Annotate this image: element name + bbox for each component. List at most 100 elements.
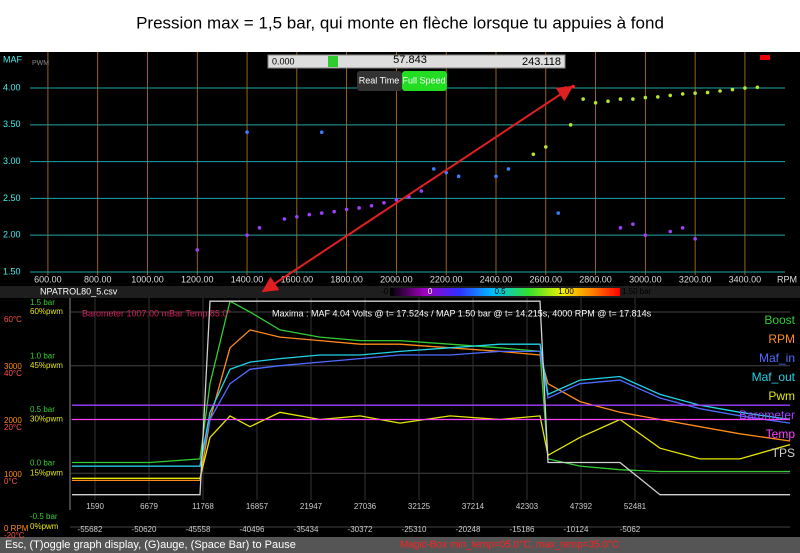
scatter-point	[357, 206, 361, 210]
scatter-point	[456, 174, 461, 179]
scatter-point	[693, 91, 697, 95]
y-tick-label: 0%pwm	[30, 522, 59, 531]
scatter-point	[730, 87, 735, 92]
x-tick-label: 1000.00	[131, 274, 164, 284]
x2-tick-label: -45558	[186, 525, 211, 534]
temp-label: 60°C	[4, 315, 22, 324]
boost-label: -0.5 bar	[30, 512, 58, 521]
temp-label: 40°C	[4, 369, 22, 378]
scatter-point	[195, 248, 200, 252]
y-tick-label: 60%pwm	[30, 307, 63, 316]
real-time-label: Real Time	[359, 75, 400, 85]
rpm-label: 3000	[4, 362, 22, 371]
boost-label: 1.0 bar	[30, 352, 55, 361]
slider-value: 57.843	[393, 54, 427, 66]
scatter-point	[506, 167, 511, 171]
y-axis-label: MAF	[3, 54, 23, 64]
x2-tick-label: -30372	[348, 525, 373, 534]
slider-min: 0.000	[272, 56, 295, 66]
legend-entry: Maf_in	[759, 351, 795, 365]
scatter-point	[319, 130, 324, 134]
x-tick-label: 1590	[86, 502, 104, 511]
x-tick-label: 27036	[354, 502, 377, 511]
annotation-arrow	[261, 85, 574, 293]
scale-label: 1.50 bar	[622, 287, 652, 296]
scatter-point	[568, 123, 573, 127]
scatter-point	[668, 93, 673, 98]
boost-label: 1.5 bar	[30, 298, 55, 307]
x-tick-label: 37214	[462, 502, 485, 511]
scatter-point	[743, 86, 747, 90]
x-tick-label: 3000.00	[629, 274, 662, 284]
x-tick-label: 42303	[516, 502, 539, 511]
scatter-point	[245, 233, 249, 237]
temp-label: -20°C	[4, 531, 25, 540]
x-tick-label: 47392	[570, 502, 593, 511]
scatter-point	[618, 97, 623, 101]
x-tick-label: 32125	[408, 502, 431, 511]
boost-label: 0.0 bar	[30, 459, 55, 468]
y-tick-label: 1.50	[3, 266, 21, 276]
temp-label: 0°C	[4, 477, 18, 486]
y-tick-label: 30%pwm	[30, 415, 63, 424]
scatter-point	[705, 90, 710, 95]
scatter-point	[693, 237, 697, 241]
x2-tick-label: -55682	[78, 525, 103, 534]
x2-tick-label: -25310	[402, 525, 427, 534]
x2-tick-label: -5062	[620, 525, 641, 534]
scatter-point	[307, 212, 312, 217]
x-tick-label: 600.00	[34, 274, 62, 284]
x-tick-label: 21947	[300, 502, 323, 511]
scatter-point	[618, 226, 623, 230]
x2-tick-label: -15186	[510, 525, 535, 534]
x-tick-label: 16857	[246, 502, 269, 511]
legend-entry: Boost	[764, 313, 795, 327]
scatter-point	[655, 95, 660, 99]
temp-label: 20°C	[4, 423, 22, 432]
record-indicator	[760, 55, 770, 60]
legend-entry: Barometer	[739, 408, 795, 422]
x-tick-label: 52481	[624, 502, 647, 511]
x-tick-label: 2200.00	[430, 274, 463, 284]
series-line	[72, 350, 791, 467]
time-plot: 0%pwm 15%pwm 30%pwm 45%pwm 60%pwm 1590 6679 117…	[4, 298, 796, 540]
scatter-point	[369, 203, 374, 208]
scatter-point	[531, 152, 536, 157]
info: Barometer 1007.00 mBar Temp 85.0°	[82, 308, 231, 318]
x-tick-label: 2800.00	[579, 274, 612, 284]
slider[interactable]	[267, 54, 566, 69]
x-tick-label: 6679	[140, 502, 158, 511]
maxima: Maxima : MAF 4.04 Volts @ t= 17.524s / M…	[272, 308, 652, 318]
scatter-point	[543, 145, 548, 149]
legend-entry: RPM	[768, 332, 795, 346]
scatter-point	[718, 89, 722, 93]
scatter-point	[494, 174, 498, 179]
rpm-label: 2000	[4, 416, 22, 425]
x-tick-label: 2400.00	[480, 274, 513, 284]
x-tick-label: 3400.00	[729, 274, 762, 284]
time-bg	[0, 298, 800, 537]
scatter-point	[593, 100, 598, 105]
scatter-point	[344, 207, 349, 212]
x2-tick-label: -10124	[564, 525, 589, 534]
y-tick-label: 4.00	[3, 82, 21, 92]
x-axis-label: RPM	[777, 274, 797, 284]
scatter-point	[581, 97, 585, 101]
scatter-point	[680, 226, 685, 230]
full-speed-label: Full Speed	[402, 75, 445, 85]
x2-tick-label: -40496	[240, 525, 265, 534]
scale-label: 0.5	[494, 287, 506, 296]
scatter-point	[382, 201, 386, 205]
x2-tick-label: -50620	[132, 525, 157, 534]
footer-status: Magic-Box min_temp=05.0°C, max_temp=35.0…	[400, 540, 619, 551]
slider-thumb[interactable]	[328, 56, 338, 67]
legend-entry: Temp	[766, 427, 796, 441]
scatter-point	[556, 211, 561, 215]
scatter-point	[680, 92, 685, 96]
y-tick-label: 45%pwm	[30, 361, 63, 370]
series-line	[72, 300, 790, 473]
scatter-point	[282, 217, 287, 221]
boost-label: 0.5 bar	[30, 405, 55, 414]
